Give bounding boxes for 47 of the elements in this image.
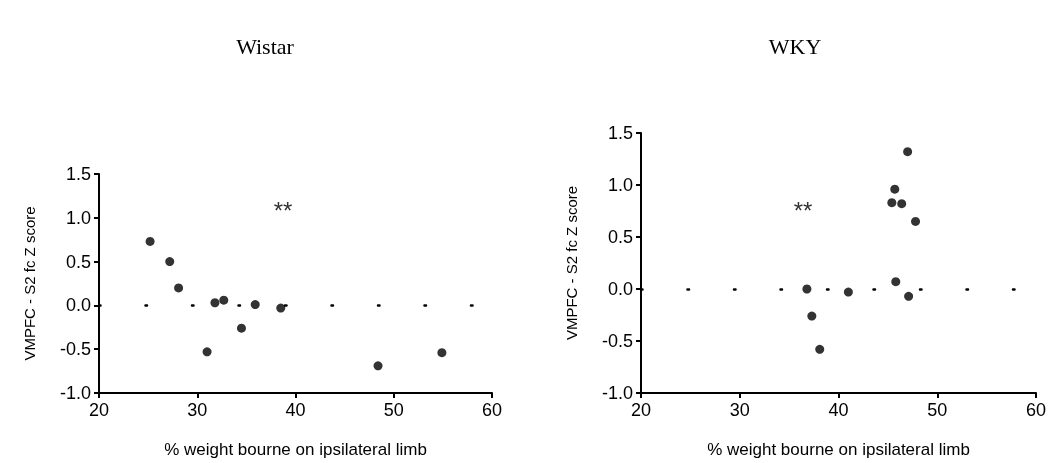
point xyxy=(219,295,229,305)
chart-title: WKY xyxy=(768,33,822,59)
x-tick-label: 50 xyxy=(383,400,404,420)
point xyxy=(904,291,914,301)
y-tick-label: 1.0 xyxy=(65,207,91,228)
point xyxy=(887,198,897,208)
x-tick-label: 60 xyxy=(481,400,503,420)
point xyxy=(202,347,212,357)
point xyxy=(165,257,175,267)
chart-title: Wistar xyxy=(236,33,295,59)
y-tick-label: 0.5 xyxy=(65,251,91,272)
point xyxy=(437,348,447,358)
y-tick-label: 0.0 xyxy=(65,295,91,316)
x-tick-label: 40 xyxy=(285,400,306,420)
point xyxy=(891,277,901,287)
y-tick-label: -0.5 xyxy=(601,331,633,351)
y-tick-label: 0.0 xyxy=(607,279,633,299)
point xyxy=(903,147,913,157)
x-tick-label: 30 xyxy=(729,400,750,420)
x-axis-title: % weight bourne on ipsilateral limb xyxy=(164,440,427,459)
annotation: ** xyxy=(273,196,293,224)
x-tick-label: 40 xyxy=(828,400,849,420)
y-tick-label: -1.0 xyxy=(601,383,633,403)
x-tick-label: 60 xyxy=(1025,400,1047,420)
y-tick-label: 0.5 xyxy=(607,227,633,247)
point xyxy=(897,199,907,209)
point xyxy=(815,344,825,354)
point xyxy=(373,361,383,371)
point xyxy=(890,184,900,194)
y-tick-label: 1.5 xyxy=(65,164,91,184)
x-axis-title: % weight bourne on ipsilateral limb xyxy=(707,440,970,459)
annotation: ** xyxy=(793,196,813,224)
y-axis-title: VMPFC - S2 fc Z score xyxy=(21,206,38,361)
point xyxy=(807,311,817,321)
point xyxy=(236,323,246,333)
y-tick-label: -0.5 xyxy=(59,339,91,360)
x-tick-label: 50 xyxy=(927,400,948,420)
x-tick-label: 20 xyxy=(630,400,652,420)
point xyxy=(145,236,155,246)
y-tick-label: 1.0 xyxy=(607,175,633,195)
y-tick-label: 1.5 xyxy=(607,123,633,143)
x-tick-label: 20 xyxy=(88,400,110,420)
x-tick-label: 30 xyxy=(187,400,208,420)
y-axis-title: VMPFC - S2 fc Z score xyxy=(563,185,580,341)
y-tick-label: -1.0 xyxy=(59,383,91,403)
point xyxy=(174,283,184,293)
point xyxy=(911,216,921,226)
